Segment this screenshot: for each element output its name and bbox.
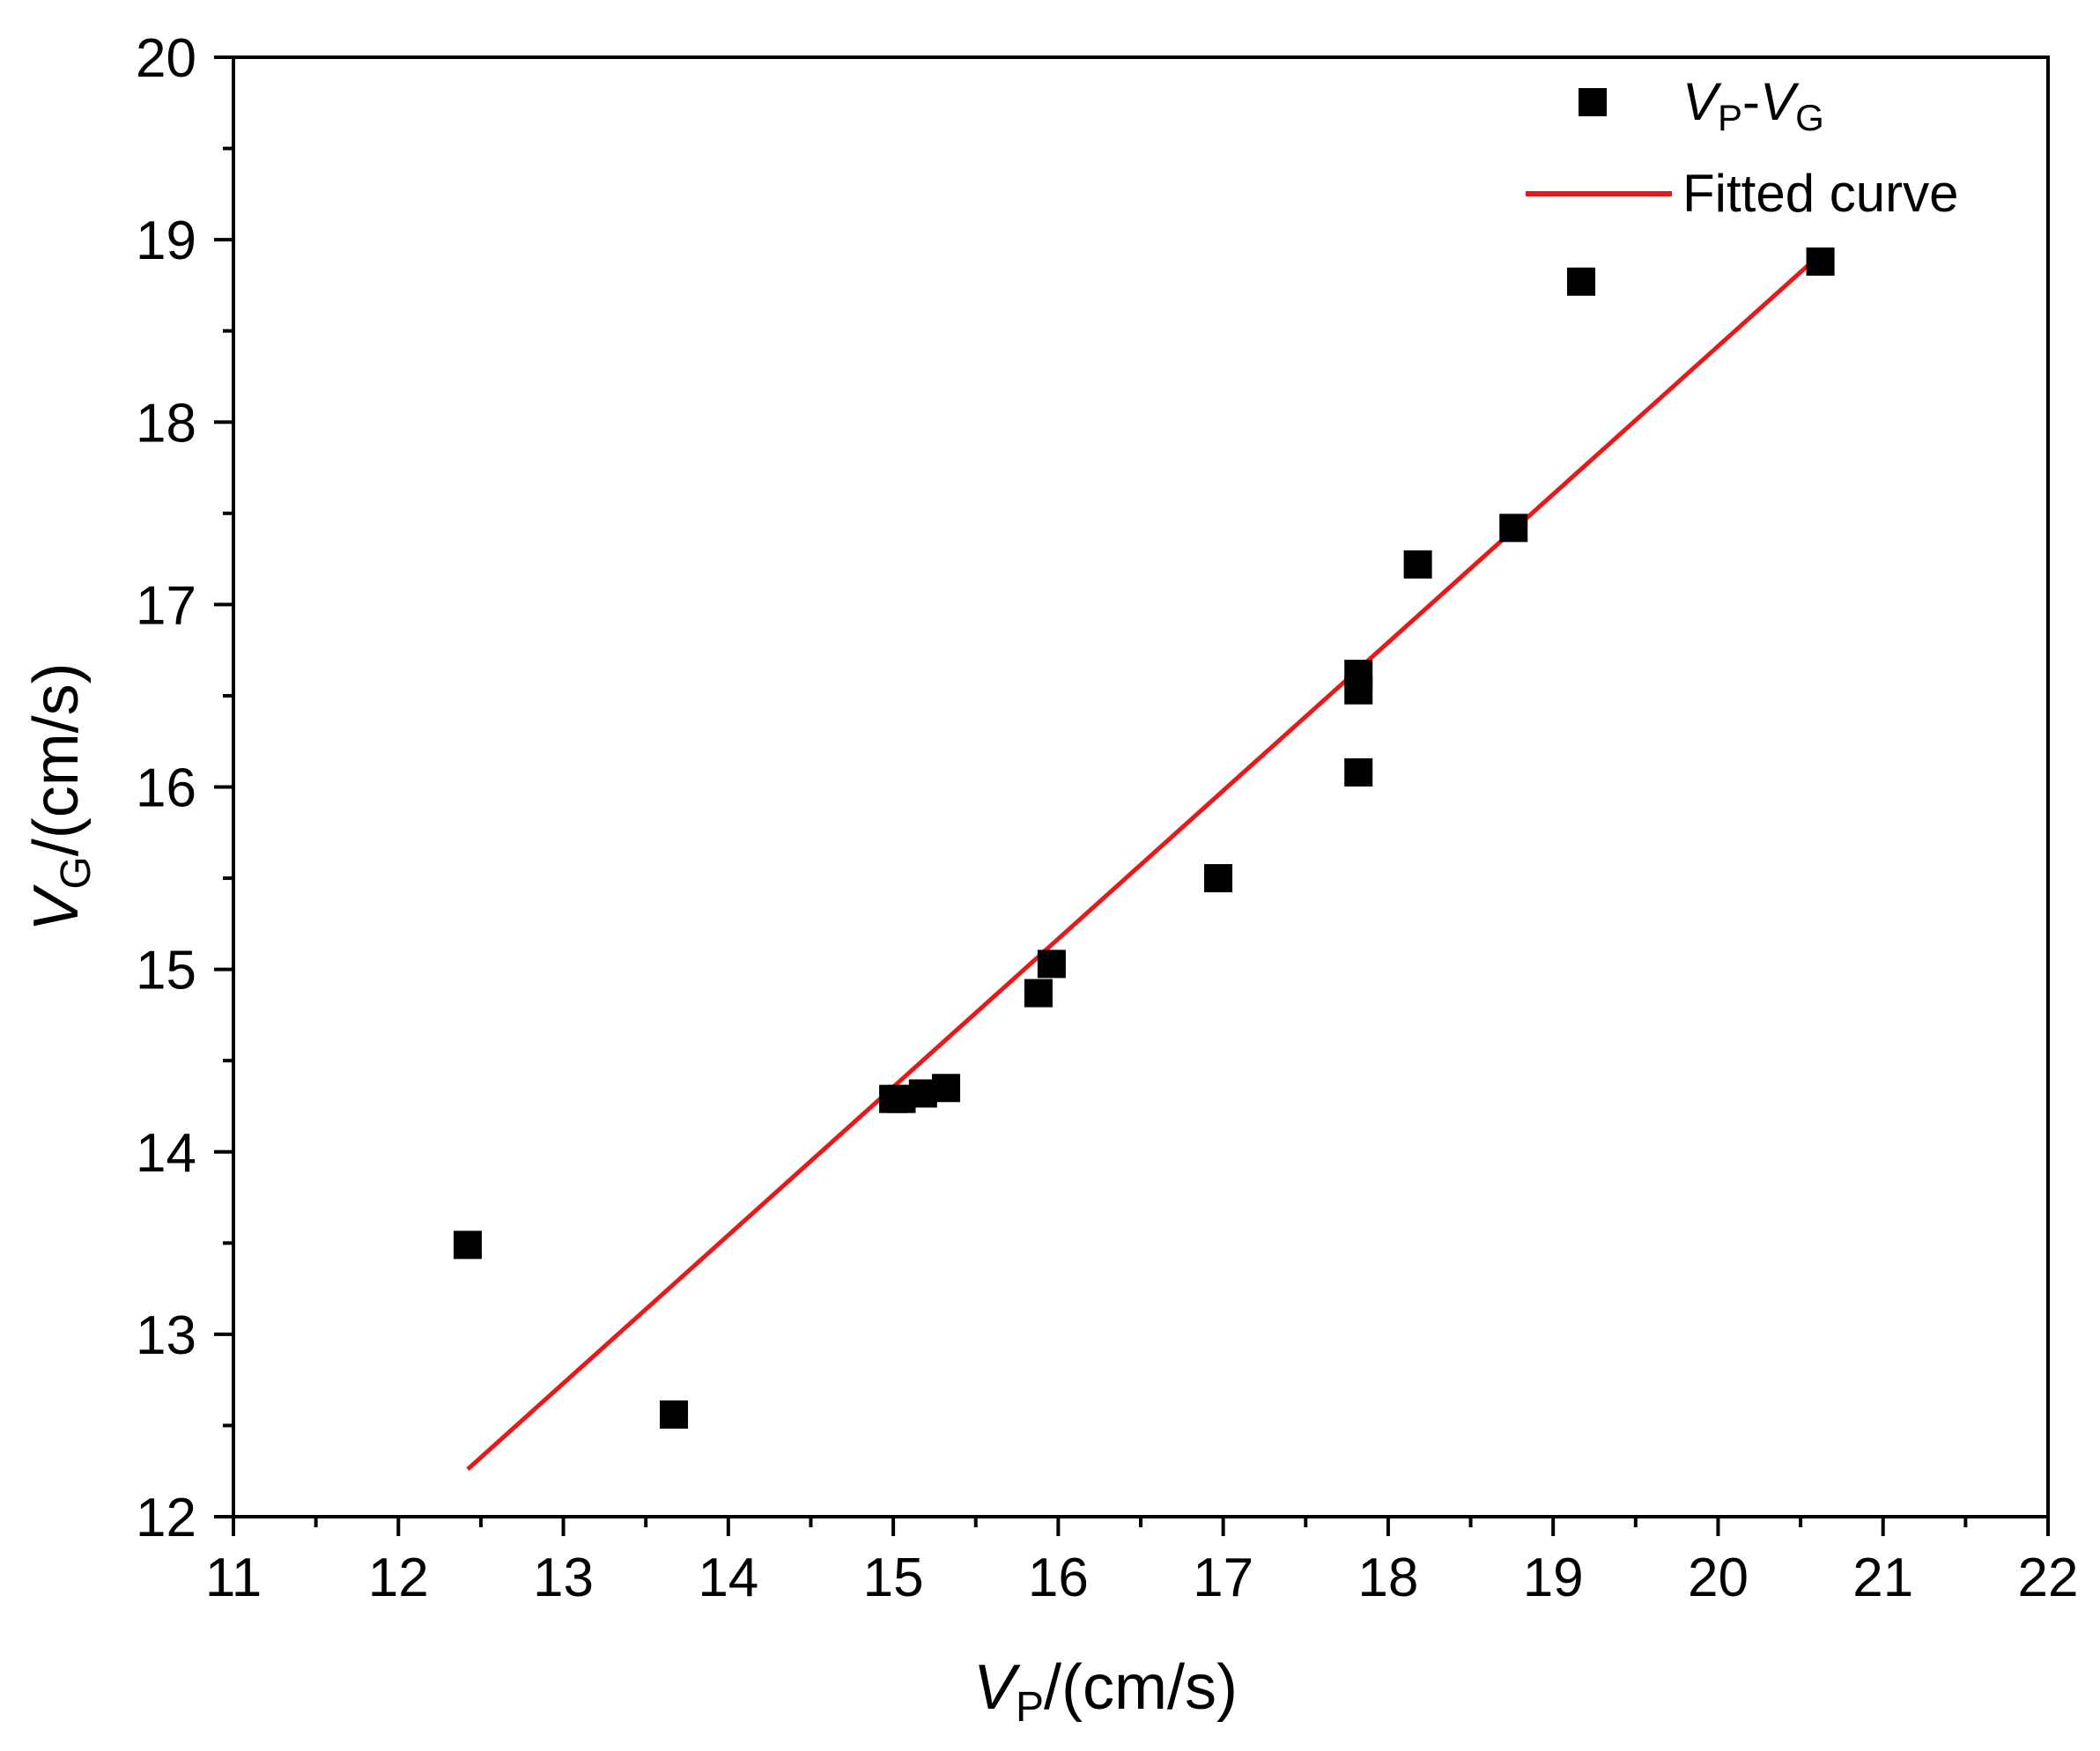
data-point: [1037, 949, 1066, 979]
y-tick-label: 17: [136, 575, 196, 636]
data-point: [1567, 267, 1596, 296]
data-point: [1204, 864, 1233, 893]
legend-label-fitted: Fitted curve: [1682, 164, 1958, 223]
y-tick-label: 12: [136, 1488, 196, 1548]
data-marks: [453, 247, 1835, 1472]
data-point: [1806, 247, 1835, 276]
y-tick-label: 18: [136, 393, 196, 454]
x-tick-label: 22: [2018, 1548, 2079, 1608]
y-axis-unit: /(cm/s): [21, 662, 92, 856]
y-tick-label: 20: [136, 28, 196, 89]
y-tick-label: 19: [136, 211, 196, 271]
x-axis-symbol: V: [973, 1652, 1021, 1723]
y-axis-subscript: G: [53, 856, 100, 889]
x-tick-label: 13: [533, 1548, 594, 1608]
x-tick-label: 16: [1028, 1548, 1089, 1608]
x-tick-label: 19: [1523, 1548, 1584, 1608]
data-point: [453, 1230, 482, 1260]
x-tick-label: 18: [1357, 1548, 1418, 1608]
x-axis-unit: /(cm/s): [1044, 1652, 1238, 1723]
y-tick-label: 14: [136, 1123, 196, 1184]
x-tick-label: 11: [205, 1548, 262, 1608]
axis-ticks: 11 12 13 14 15 16 17 18 19 20 21 221213141516171819…: [136, 28, 2078, 1608]
legend-label-scatter: VP-VG: [1682, 72, 1824, 138]
fitted-line: [466, 252, 1823, 1472]
legend: VP-VG Fitted curve: [1526, 72, 1958, 223]
y-axis-symbol: V: [21, 884, 92, 932]
data-point: [932, 1074, 961, 1103]
data-point: [1499, 513, 1528, 543]
x-tick-label: 12: [368, 1548, 429, 1608]
data-point: [1024, 979, 1053, 1008]
data-point: [1344, 660, 1373, 689]
x-axis-title: VP/(cm/s): [973, 1652, 1238, 1731]
y-tick-label: 15: [136, 941, 196, 1001]
y-tick-label: 16: [136, 758, 196, 819]
x-tick-label: 14: [698, 1548, 758, 1608]
data-point: [1403, 550, 1432, 579]
x-tick-label: 21: [1852, 1548, 1913, 1608]
x-tick-label: 17: [1193, 1548, 1253, 1608]
x-axis-subscript: P: [1016, 1684, 1044, 1731]
legend-marker-square: [1579, 88, 1607, 116]
x-tick-label: 15: [863, 1548, 924, 1608]
plot-frame: [232, 55, 2050, 1518]
y-axis-title: VG/(cm/s): [21, 662, 100, 931]
data-point: [1344, 757, 1373, 787]
x-tick-label: 20: [1688, 1548, 1749, 1608]
y-tick-label: 13: [136, 1305, 196, 1366]
data-point: [660, 1400, 689, 1430]
